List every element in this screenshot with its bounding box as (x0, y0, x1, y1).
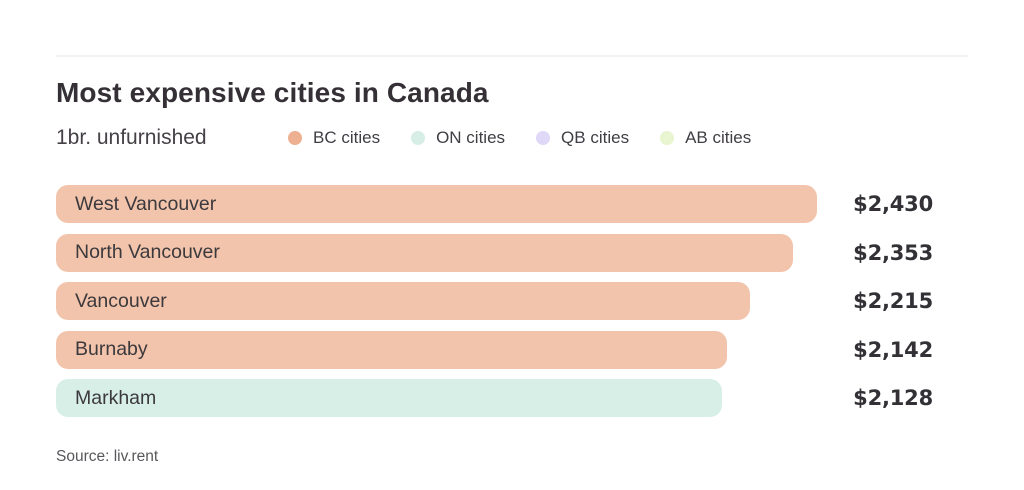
legend-label: BC cities (313, 128, 381, 147)
legend-label: QB cities (561, 128, 630, 147)
bar-value-label: $2,142 (853, 337, 933, 362)
top-divider (56, 55, 968, 57)
bar-row: Burnaby $2,142 (56, 330, 968, 369)
bar-row: Vancouver $2,215 (56, 282, 968, 321)
subheader: 1br. unfurnished BC cities ON cities QB … (56, 124, 751, 152)
legend: BC cities ON cities QB cities AB cities (288, 128, 751, 148)
chart-subtitle: 1br. unfurnished (56, 126, 207, 149)
legend-dot-icon (660, 131, 675, 145)
bar-value-label: $2,430 (853, 192, 933, 216)
bar: West Vancouver (56, 185, 817, 223)
legend-item: BC cities (288, 128, 380, 148)
bar-city-label: West Vancouver (75, 192, 217, 215)
legend-dot-icon (411, 131, 426, 145)
legend-label: ON cities (436, 128, 506, 147)
bar-city-label: Markham (75, 386, 157, 409)
bar-value-label: $2,215 (853, 289, 933, 314)
bar-city-label: North Vancouver (75, 241, 220, 264)
bar-chart: West Vancouver $2,430 North Vancouver $2… (56, 185, 968, 428)
legend-dot-icon (536, 131, 551, 145)
legend-item: QB cities (536, 128, 629, 148)
bar-city-label: Vancouver (75, 289, 167, 312)
legend-label: AB cities (685, 128, 752, 147)
bar: North Vancouver (56, 233, 793, 272)
bar-value-label: $2,128 (853, 386, 933, 411)
bar-row: Markham $2,128 (56, 379, 968, 418)
legend-item: ON cities (411, 128, 505, 148)
source-caption: Source: liv.rent (56, 448, 159, 465)
chart-title: Most expensive cities in Canada (56, 77, 489, 108)
bar: Burnaby (56, 330, 727, 369)
legend-dot-icon (288, 131, 302, 145)
bar-row: West Vancouver $2,430 (56, 185, 968, 223)
bar: Markham (56, 379, 722, 418)
bar-city-label: Burnaby (75, 338, 148, 361)
legend-item: AB cities (660, 128, 751, 148)
bar-value-label: $2,353 (853, 240, 933, 265)
bar-row: North Vancouver $2,353 (56, 233, 968, 272)
bar: Vancouver (56, 282, 750, 321)
